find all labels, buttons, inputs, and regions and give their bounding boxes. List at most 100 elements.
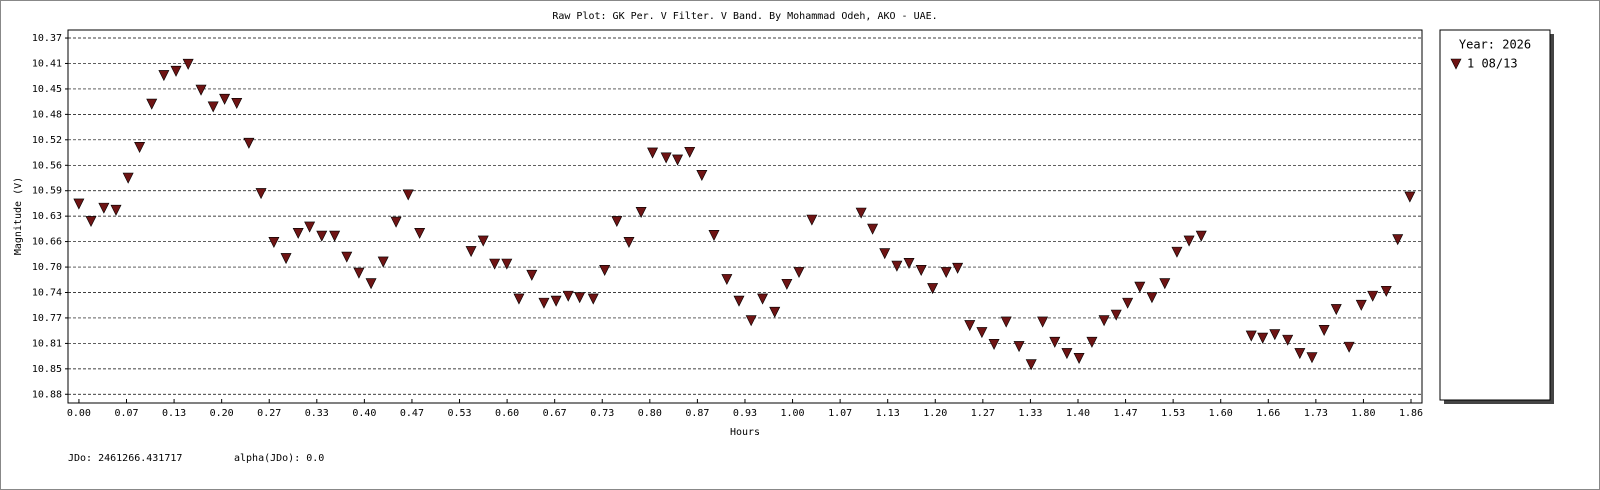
data-point: [1013, 341, 1025, 353]
annotation: JDo: 2461266.431717: [68, 453, 182, 464]
data-point: [1183, 235, 1195, 247]
x-tick-label: 0.33: [305, 408, 329, 419]
data-point: [647, 147, 659, 159]
data-point: [1159, 278, 1171, 290]
x-tick-label: 0.93: [733, 408, 757, 419]
data-point: [1049, 336, 1061, 348]
x-tick-label: 1.53: [1161, 408, 1185, 419]
x-tick-label: 0.80: [638, 408, 662, 419]
x-tick-label: 0.20: [210, 408, 234, 419]
data-point: [353, 267, 365, 279]
y-tick-label: 10.70: [32, 262, 62, 273]
data-point: [684, 146, 696, 158]
x-tick-label: 1.13: [876, 408, 900, 419]
data-point: [1037, 316, 1049, 328]
data-point: [781, 278, 793, 290]
data-point: [231, 98, 243, 110]
data-point: [976, 327, 988, 339]
data-point: [574, 292, 586, 304]
data-point: [1171, 246, 1183, 258]
data-point: [1000, 316, 1012, 328]
annotation: alpha(JDo): 0.0: [234, 453, 324, 464]
data-point: [98, 202, 110, 214]
y-tick-label: 10.45: [32, 84, 62, 95]
y-tick-label: 10.88: [32, 389, 62, 400]
x-tick-label: 0.40: [352, 408, 376, 419]
x-tick-label: 1.86: [1399, 408, 1423, 419]
data-point: [745, 315, 757, 327]
data-point: [341, 251, 353, 263]
x-tick-label: 1.66: [1256, 408, 1280, 419]
legend-title: Year: 2026: [1459, 38, 1531, 52]
data-point: [182, 58, 194, 70]
data-point: [964, 320, 976, 332]
data-point: [1367, 290, 1379, 302]
x-tick-label: 1.80: [1351, 408, 1375, 419]
data-point: [207, 101, 219, 113]
data-point: [538, 297, 550, 309]
data-point: [952, 262, 964, 274]
data-point: [988, 339, 1000, 350]
x-tick-label: 0.87: [685, 408, 709, 419]
x-tick-label: 0.60: [495, 408, 519, 419]
legend-marker: [1450, 58, 1462, 70]
data-point: [1146, 292, 1158, 304]
data-point: [587, 293, 599, 305]
data-point: [1306, 352, 1318, 364]
data-point: [940, 267, 952, 279]
data-point: [513, 293, 525, 305]
data-point: [110, 204, 122, 216]
x-tick-label: 1.07: [828, 408, 852, 419]
data-point: [292, 227, 304, 239]
data-point: [806, 214, 818, 226]
y-tick-label: 10.52: [32, 135, 62, 146]
data-point: [73, 198, 85, 210]
data-point: [769, 306, 781, 318]
data-point: [793, 267, 805, 279]
data-point: [696, 169, 708, 181]
data-point: [304, 221, 316, 233]
y-tick-label: 10.37: [32, 33, 62, 44]
data-point: [526, 269, 538, 281]
x-tick-label: 1.73: [1304, 408, 1328, 419]
data-point: [757, 293, 769, 305]
x-tick-label: 0.67: [543, 408, 567, 419]
data-point: [414, 227, 426, 239]
y-tick-label: 10.74: [32, 287, 62, 298]
x-tick-label: 0.53: [447, 408, 471, 419]
data-point: [365, 278, 377, 290]
data-point: [879, 248, 891, 260]
data-point: [927, 283, 939, 295]
data-point: [721, 274, 733, 286]
data-point: [1122, 297, 1134, 309]
data-point: [915, 264, 927, 276]
y-tick-label: 10.56: [32, 160, 62, 171]
data-point: [1134, 281, 1146, 293]
data-point: [501, 258, 513, 270]
data-point: [280, 253, 292, 265]
data-point: [672, 154, 684, 166]
x-tick-label: 1.33: [1018, 408, 1042, 419]
data-point: [562, 290, 574, 302]
data-point: [122, 172, 134, 184]
x-tick-label: 0.27: [257, 408, 281, 419]
x-tick-label: 1.27: [971, 408, 995, 419]
x-tick-label: 0.13: [162, 408, 186, 419]
x-tick-label: 0.47: [400, 408, 424, 419]
y-tick-label: 10.85: [32, 364, 62, 375]
data-point: [891, 260, 903, 272]
data-point: [477, 235, 489, 247]
data-point: [599, 264, 611, 276]
data-point: [1269, 329, 1281, 341]
data-point: [489, 258, 501, 270]
data-point: [903, 258, 915, 269]
data-point: [243, 137, 255, 149]
data-point: [1355, 299, 1367, 311]
data-point: [1294, 348, 1306, 360]
data-point: [1343, 341, 1355, 353]
y-tick-label: 10.41: [32, 58, 62, 69]
x-tick-label: 0.07: [114, 408, 138, 419]
x-tick-label: 1.47: [1114, 408, 1138, 419]
data-point: [550, 295, 562, 307]
y-tick-label: 10.59: [32, 186, 62, 197]
